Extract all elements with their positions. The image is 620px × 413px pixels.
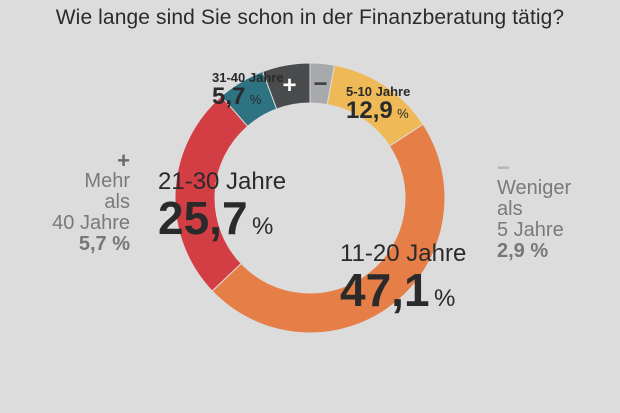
minus-icon: − <box>497 155 510 180</box>
plus-icon: + <box>117 148 130 173</box>
label-31-40-name: 31-40 Jahre <box>212 70 284 85</box>
note-more-pct: 5,7 % <box>78 233 130 255</box>
label-11-20-value: 47,1 <box>340 264 430 316</box>
note-less-line3: 5 Jahre <box>497 219 564 241</box>
label-11-20: 11-20 Jahre 47,1 % <box>340 240 466 313</box>
label-21-30-unit: % <box>251 213 274 240</box>
label-5-10: 5-10 Jahre 12,9 % <box>346 84 410 123</box>
slice-plus-icon: + <box>283 72 297 99</box>
label-21-30-value: 25,7 <box>158 192 248 244</box>
label-31-40: 31-40 Jahre 5,7 % <box>212 70 284 109</box>
note-less-line1: Weniger <box>497 177 572 199</box>
note-more-line3: 40 Jahre <box>52 212 130 234</box>
slice-minus-icon: − <box>313 70 327 97</box>
note-more-than-40: + Mehr als 40 Jahre 5,7 % <box>52 150 130 255</box>
label-5-10-name: 5-10 Jahre <box>346 84 411 99</box>
note-less-pct: 2,9 % <box>497 240 549 262</box>
label-21-30: 21-30 Jahre 25,7 % <box>158 168 286 241</box>
note-less-line2: als <box>497 198 523 220</box>
label-5-10-unit: % <box>397 106 409 121</box>
chart-title: Wie lange sind Sie schon in der Finanzbe… <box>55 6 565 29</box>
label-11-20-name: 11-20 Jahre <box>340 240 467 267</box>
label-31-40-value: 5,7 <box>212 83 246 110</box>
label-11-20-unit: % <box>433 285 456 312</box>
note-less-than-5: − Weniger als 5 Jahre 2,9 % <box>497 157 571 262</box>
label-5-10-value: 12,9 <box>346 97 393 124</box>
label-31-40-unit: % <box>249 92 262 107</box>
note-more-line1: Mehr <box>84 170 130 192</box>
note-more-line2: als <box>104 191 130 213</box>
label-21-30-name: 21-30 Jahre <box>158 168 287 195</box>
donut-slice-11-20-jahre <box>211 123 446 334</box>
donut-slice-mehr-als-40-jahre <box>262 62 311 110</box>
